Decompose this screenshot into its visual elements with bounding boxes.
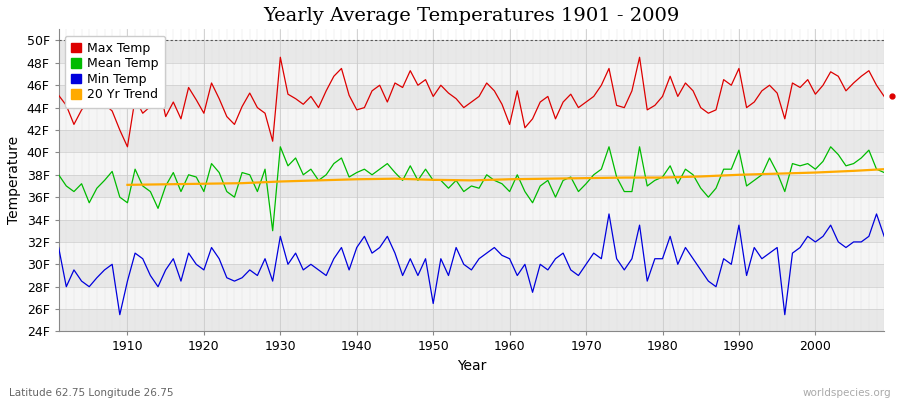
- Bar: [58, 220, 884, 242]
- Bar: [58, 287, 884, 309]
- Bar: [58, 152, 884, 175]
- Bar: [58, 309, 884, 332]
- Text: worldspecies.org: worldspecies.org: [803, 388, 891, 398]
- Bar: [58, 40, 884, 63]
- Bar: [58, 130, 884, 152]
- Text: Latitude 62.75 Longitude 26.75: Latitude 62.75 Longitude 26.75: [9, 388, 174, 398]
- Bar: [58, 108, 884, 130]
- X-axis label: Year: Year: [456, 359, 486, 373]
- Title: Yearly Average Temperatures 1901 - 2009: Yearly Average Temperatures 1901 - 2009: [263, 7, 680, 25]
- Bar: [58, 85, 884, 108]
- Bar: [58, 242, 884, 264]
- Legend: Max Temp, Mean Temp, Min Temp, 20 Yr Trend: Max Temp, Mean Temp, Min Temp, 20 Yr Tre…: [65, 36, 166, 108]
- Y-axis label: Temperature: Temperature: [7, 136, 21, 224]
- Bar: [58, 197, 884, 220]
- Bar: [58, 63, 884, 85]
- Bar: [58, 264, 884, 287]
- Bar: [58, 175, 884, 197]
